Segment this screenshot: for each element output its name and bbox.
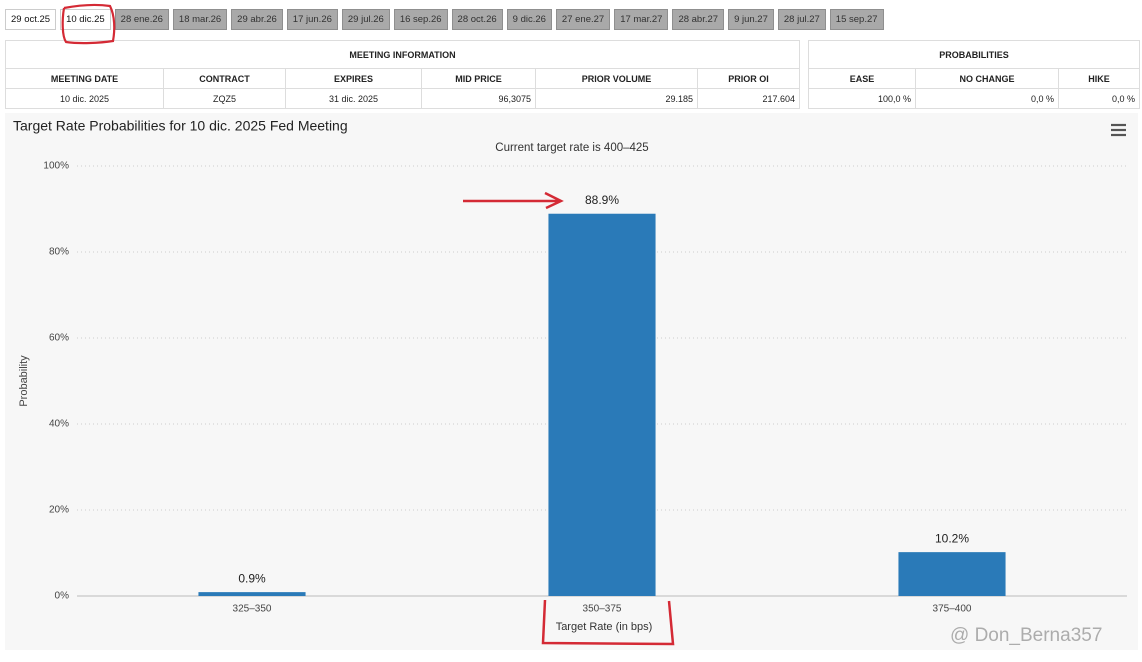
meeting-tab[interactable]: 15 sep.27 (829, 9, 884, 30)
cell: 217.604 (696, 88, 801, 109)
meeting-tab[interactable]: 28 jul.27 (777, 9, 826, 30)
meeting-tabs: 29 oct.25 10 dic.25 28 ene.26 18 mar.26 29 a… (5, 9, 884, 30)
bar (198, 592, 306, 596)
chart-title: Target Rate Probabilities for 10 dic. 20… (13, 118, 348, 134)
y-tick-label: 80% (49, 247, 69, 258)
x-tick-label: 350–375 (583, 604, 622, 615)
annotation-arrow (463, 191, 564, 210)
y-tick-label: 100% (43, 161, 69, 172)
meeting-tab[interactable]: 27 ene.27 (555, 9, 611, 30)
meeting-tab[interactable]: 9 dic.26 (506, 9, 552, 30)
data-label: 88.9% (585, 193, 619, 207)
table-title-row: MEETING INFORMATION (4, 40, 801, 69)
meeting-tab[interactable]: 29 abr.26 (231, 9, 283, 30)
cell: 100,0 % (808, 88, 916, 109)
meeting-tab[interactable]: 16 sep.26 (393, 9, 448, 30)
table-title: MEETING INFORMATION (4, 40, 801, 69)
bar (548, 213, 656, 596)
data-row: 10 dic. 2025 ZQZ5 31 dic. 2025 96,3075 29.18… (5, 88, 801, 109)
y-tick-label: 60% (49, 333, 69, 344)
table-title: PROBABILITIES (808, 40, 1140, 69)
bar (898, 552, 1006, 596)
chart-subtitle: Current target rate is 400–425 (495, 142, 648, 154)
annotation-bracket (541, 599, 675, 646)
chart: Target Rate Probabilities for 10 dic. 20… (13, 118, 1127, 646)
column-header: PRIOR VOLUME (535, 68, 698, 89)
column-header: EXPIRES (285, 68, 422, 89)
column-header: HIKE (1058, 68, 1140, 89)
header-row: MEETING DATE CONTRACT EXPIRES MID PRICE PRIO… (5, 68, 801, 89)
meeting-tab[interactable]: 29 oct.25 (5, 9, 57, 30)
x-tick-label: 325–350 (233, 604, 272, 615)
y-axis-label: Probability (18, 355, 30, 407)
meeting-tab[interactable]: 17 mar.27 (614, 9, 669, 30)
cell: 0,0 % (915, 88, 1059, 109)
meeting-tab[interactable]: 28 ene.26 (114, 9, 169, 30)
cell: 29.185 (535, 88, 698, 109)
y-tick-label: 0% (55, 591, 70, 602)
meeting-tab[interactable]: 9 jun.27 (728, 9, 774, 30)
header-row: EASE NO CHANGE HIKE (808, 68, 1140, 89)
meeting-tab[interactable]: 28 oct.26 (451, 9, 503, 30)
column-header: EASE (808, 68, 916, 89)
column-header: CONTRACT (163, 68, 286, 89)
meeting-tab[interactable]: 28 abr.27 (672, 9, 725, 30)
meeting-tab[interactable]: 18 mar.26 (172, 9, 228, 30)
column-header: NO CHANGE (915, 68, 1059, 89)
y-tick-label: 40% (49, 419, 69, 430)
x-tick-label: 375–400 (933, 604, 972, 615)
column-header: MEETING DATE (5, 68, 164, 89)
meeting-info-table: MEETING INFORMATION MEETING DATE CONTRACT E… (4, 40, 801, 109)
meeting-tab[interactable]: 10 dic.25 (60, 9, 111, 30)
data-label: 10.2% (935, 531, 969, 545)
meeting-tab[interactable]: 29 jul.26 (341, 9, 390, 30)
cell: 0,0 % (1058, 88, 1140, 109)
cell: 10 dic. 2025 (5, 88, 164, 109)
meeting-tab[interactable]: 17 jun.26 (286, 9, 338, 30)
chart-panel: Target Rate Probabilities for 10 dic. 20… (5, 113, 1138, 650)
cell: ZQZ5 (163, 88, 286, 109)
cell: 96,3075 (421, 88, 536, 109)
column-header: PRIOR OI (696, 68, 801, 89)
x-axis-label: Target Rate (in bps) (556, 621, 653, 633)
data-label: 0.9% (238, 571, 266, 585)
column-header: MID PRICE (421, 68, 536, 89)
cell: 31 dic. 2025 (285, 88, 422, 109)
y-tick-label: 20% (49, 505, 69, 516)
watermark: @ Don_Berna357 (950, 625, 1102, 646)
probabilities-table: PROBABILITIES EASE NO CHANGE HIKE 100,0 % 0,0… (808, 40, 1140, 109)
menu-icon[interactable] (1111, 123, 1126, 137)
data-row: 100,0 % 0,0 % 0,0 % (808, 88, 1140, 109)
table-title-row: PROBABILITIES (808, 40, 1140, 69)
